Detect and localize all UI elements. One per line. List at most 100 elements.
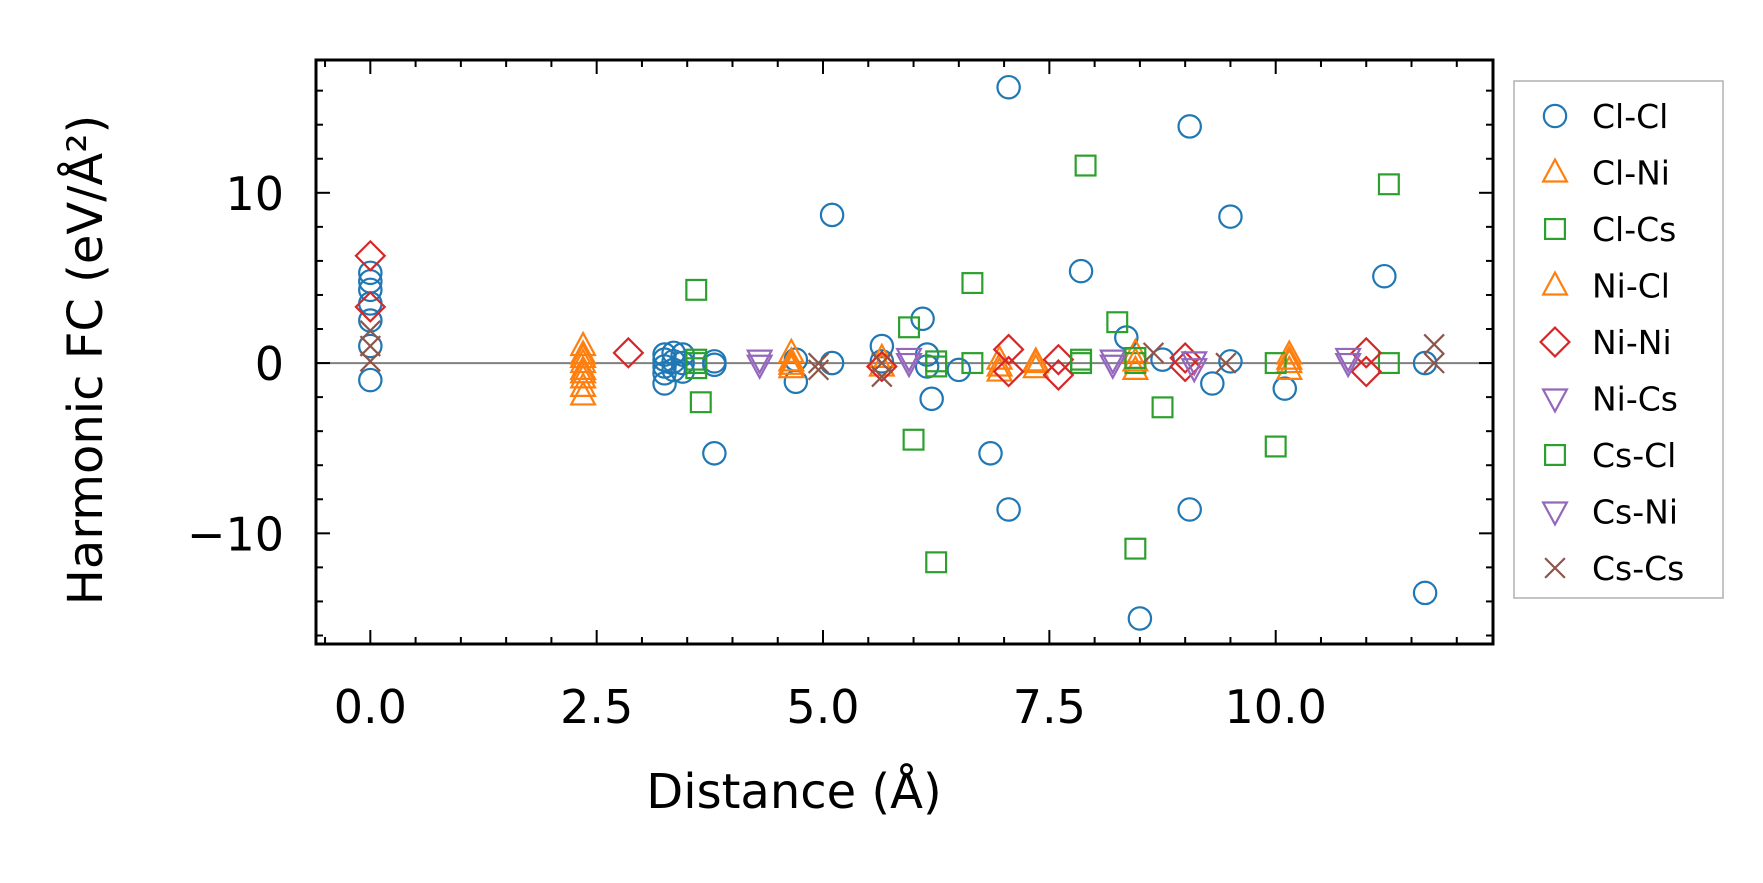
legend-marker [1541,388,1569,414]
series-ni-ni [354,239,1383,391]
data-point [1334,347,1362,374]
data-point [985,344,1014,370]
data-point [1042,359,1075,391]
data-point [1177,114,1202,139]
data-point [1264,352,1287,375]
data-point [902,428,925,451]
legend-label: Cl-Ni [1592,154,1670,193]
data-point [961,352,984,375]
data-point [1022,347,1050,374]
legend-label: Ni-Cs [1592,380,1678,419]
data-point [807,352,830,374]
data-point [898,316,921,339]
data-point [569,342,597,369]
data-point [1121,346,1150,372]
data-point [1218,204,1243,229]
data-point [745,349,774,375]
axes-frame [314,58,1495,646]
data-point [1377,352,1400,375]
y-tick-label: −10 [187,507,284,561]
data-point [1275,344,1304,370]
legend: Cl-Cl Cl-Ni Cl-Cs Ni-Cl Ni-Ni Ni-Cs Cs-Cl Cs-Ni… [1513,80,1724,599]
data-point [1127,606,1153,631]
data-point [1412,580,1438,606]
data-point [670,342,695,367]
data-point [1275,347,1304,374]
data-point [996,74,1021,100]
data-point [745,354,774,381]
data-point [359,335,382,357]
data-point [358,333,383,359]
data-point [946,357,972,383]
y-axis-label: Harmonic FC (eV/Å²) [57,115,114,605]
legend-label: Cs-Ni [1592,493,1678,532]
data-point [1124,537,1147,560]
data-point [702,441,727,466]
data-point [1121,337,1150,363]
data-point [925,551,948,574]
data-point [689,391,712,414]
data-point [359,320,382,342]
series-cs-cl [685,346,1147,378]
legend-label: Ni-Ni [1592,323,1672,362]
data-point [1022,352,1050,379]
data-point [358,277,383,303]
data-point [910,306,935,332]
data-point [1070,348,1093,371]
legend-label: Cl-Cs [1592,210,1676,249]
data-point [1272,376,1298,401]
legend-entry: Cl-Cs [1543,210,1676,249]
data-point [777,352,806,379]
series-ni-cl [569,342,1304,384]
data-point [612,336,645,369]
x-tick-label: 2.5 [560,680,633,734]
data-point [1180,358,1208,384]
data-point [1177,497,1202,522]
data-point [702,352,727,378]
legend-marker [1541,157,1569,183]
data-point [992,355,1025,388]
data-point [819,202,845,228]
legend-marker [1543,218,1566,241]
x-tick-label: 7.5 [1013,680,1086,734]
data-point [895,352,923,379]
data-point [985,356,1014,382]
series-ni-cs [745,347,1362,379]
data-point [925,355,948,378]
data-point [1372,263,1397,289]
data-point [661,357,686,383]
y-tick-label: 10 [225,167,284,221]
x-tick-label: 10.0 [1224,680,1326,734]
legend-marker [1541,501,1569,527]
data-point [865,350,898,383]
legend-marker [1544,557,1566,579]
data-point [1200,371,1225,396]
data-point [358,260,383,286]
data-point [819,350,845,376]
data-point [652,371,677,396]
data-point [869,333,895,359]
data-point [1264,435,1287,458]
legend-entry: Cs-Cs [1544,549,1684,588]
data-point [569,380,597,406]
legend-marker [1541,270,1569,296]
data-point [569,371,597,398]
x-tick-label: 0.0 [334,680,407,734]
data-point [569,358,597,384]
plot-area [316,74,1493,631]
data-point [1423,352,1445,374]
axes: 0.0 2.5 5.0 7.5 10.0 −10 0 10 [187,58,1495,734]
data-point [807,359,830,381]
x-axis-label: Distance (Å) [646,763,941,820]
data-point [358,367,383,393]
data-point [996,497,1021,522]
legend-label: Cs-Cs [1592,549,1684,588]
data-point [670,359,695,384]
data-point [1218,349,1243,374]
y-tick-label: 0 [255,337,284,391]
data-point [1334,352,1362,379]
data-point [359,350,382,373]
x-tick-label: 5.0 [786,680,859,734]
data-point [869,349,895,374]
